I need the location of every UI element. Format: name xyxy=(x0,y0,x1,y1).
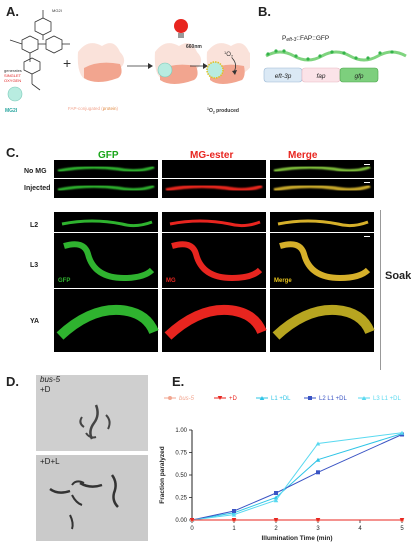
row-label-l3: L3 xyxy=(30,262,39,269)
no-mg-row xyxy=(54,160,374,178)
molecule-structure xyxy=(9,10,70,91)
dna-strand xyxy=(265,50,407,62)
inset-mg-label: MG xyxy=(166,278,176,284)
data-point xyxy=(273,498,279,503)
mg2i-ball-icon xyxy=(7,86,23,102)
plus-sign: + xyxy=(63,55,71,71)
gfp-box xyxy=(339,67,379,83)
fap-box-label: fap xyxy=(316,73,325,80)
header-gfp: GFP xyxy=(98,150,119,161)
photo-plus-dl xyxy=(36,455,148,541)
legend-label: L1 +DL xyxy=(271,396,291,402)
data-point xyxy=(315,518,321,522)
l2-row xyxy=(54,212,374,232)
data-point xyxy=(315,457,321,462)
inset-merge-label: Merge xyxy=(274,278,292,284)
x-tick-label: 2 xyxy=(274,526,278,532)
legend-marker xyxy=(361,396,367,400)
x-tick-label: 0 xyxy=(190,526,194,532)
promoter-label: eft-3p xyxy=(275,73,292,80)
wavelength-label: 660nm xyxy=(186,44,202,50)
row-label-injected: Injected xyxy=(24,185,51,192)
series-line-2 xyxy=(191,433,403,521)
photo-plus-d xyxy=(36,375,148,451)
y-tick-label: 0.25 xyxy=(175,496,187,502)
data-point xyxy=(315,441,321,446)
data-point xyxy=(273,518,279,522)
generates-label: generates xyxy=(4,68,22,73)
legend-marker xyxy=(168,396,172,400)
legend-label: L2 L1 +DL xyxy=(319,396,348,402)
header-merge: Merge xyxy=(288,150,318,161)
y-tick-label: 0.00 xyxy=(175,518,187,524)
legend-marker xyxy=(217,396,223,400)
protein-blob-1 xyxy=(77,43,125,82)
inset-gfp-label: GFP xyxy=(58,278,71,284)
row-label-l2: L2 xyxy=(30,222,39,229)
worms-plus-dl xyxy=(49,474,119,530)
data-point xyxy=(231,518,237,522)
panel-e-letter: E. xyxy=(172,374,185,389)
oxygen-label: OXYGEN xyxy=(4,78,21,83)
cond1-label: +D xyxy=(40,385,51,394)
data-point xyxy=(189,518,195,522)
series-line-4 xyxy=(191,432,403,521)
construct-label: Peft-3::FAP::GFP xyxy=(282,35,329,43)
protein-blob-3 xyxy=(206,43,250,84)
l3-row xyxy=(54,233,374,288)
injected-row xyxy=(54,179,374,198)
legend-label: L3 L1 +DL xyxy=(373,396,402,402)
y-tick-label: 0.50 xyxy=(175,473,187,479)
data-point xyxy=(231,512,237,517)
worms-plus-d xyxy=(79,404,111,440)
protein-blob-2 xyxy=(154,43,202,84)
fap-label: FAP-conjugated (protein) xyxy=(68,106,119,111)
x-tick-label: 3 xyxy=(316,526,320,532)
mg2i-label: MG2I xyxy=(5,108,18,114)
cond2-label: +D+L xyxy=(40,457,60,466)
x-tick-label: 5 xyxy=(400,526,404,532)
paralysis-chart: 0.00 0.25 0.50 0.75 1.00 0 1 2 3 4 5 Illumination T… xyxy=(159,396,405,542)
y-tick-label: 0.75 xyxy=(175,451,187,457)
genotype-label: bus-5 xyxy=(40,375,61,384)
series-line-3 xyxy=(191,434,403,521)
panel-b-letter: B. xyxy=(258,4,271,19)
panel-b-construct: Peft-3::FAP::GFP eft-3p fap gfp xyxy=(263,35,407,83)
panel-d-letter: D. xyxy=(6,374,19,389)
legend-label: +D xyxy=(229,396,238,402)
light-bulb-icon xyxy=(174,19,188,38)
data-point xyxy=(274,491,278,495)
row-label-ya: YA xyxy=(30,318,40,325)
x-axis-label: Illumination Time (min) xyxy=(261,535,332,542)
singlet-o2-label: 1O2 xyxy=(224,50,234,59)
panel-c-letter: C. xyxy=(6,145,19,160)
legend-marker xyxy=(259,396,265,400)
singlet-label: SINGLET xyxy=(4,73,22,78)
data-point xyxy=(232,509,236,513)
gfp-box-label: gfp xyxy=(354,73,363,80)
data-point xyxy=(399,430,405,435)
header-mg-ester: MG-ester xyxy=(190,150,234,161)
data-point xyxy=(316,470,320,475)
panel-a-illustration: MG2I generates SINGLET OXYGEN MG2I + FAP… xyxy=(4,8,250,115)
ya-row xyxy=(54,289,375,352)
y-axis-label: Fraction paralyzed xyxy=(159,446,166,503)
x-tick-label: 1 xyxy=(232,526,236,532)
panel-a-letter: A. xyxy=(6,4,19,19)
mg2i-top-label: MG2I xyxy=(52,8,62,13)
micrograph-grid xyxy=(54,160,375,352)
data-point xyxy=(399,518,405,522)
soak-bracket xyxy=(380,210,381,370)
y-tick-label: 1.00 xyxy=(175,428,187,434)
legend-label: bus-5 xyxy=(179,396,195,402)
soak-label: Soak xyxy=(385,270,411,282)
legend-marker xyxy=(308,396,312,400)
produced-label: 1O2 produced xyxy=(207,107,239,115)
dna-dots xyxy=(266,49,394,61)
x-tick-label: 4 xyxy=(358,526,362,532)
row-label-no-mg: No MG xyxy=(24,168,47,175)
